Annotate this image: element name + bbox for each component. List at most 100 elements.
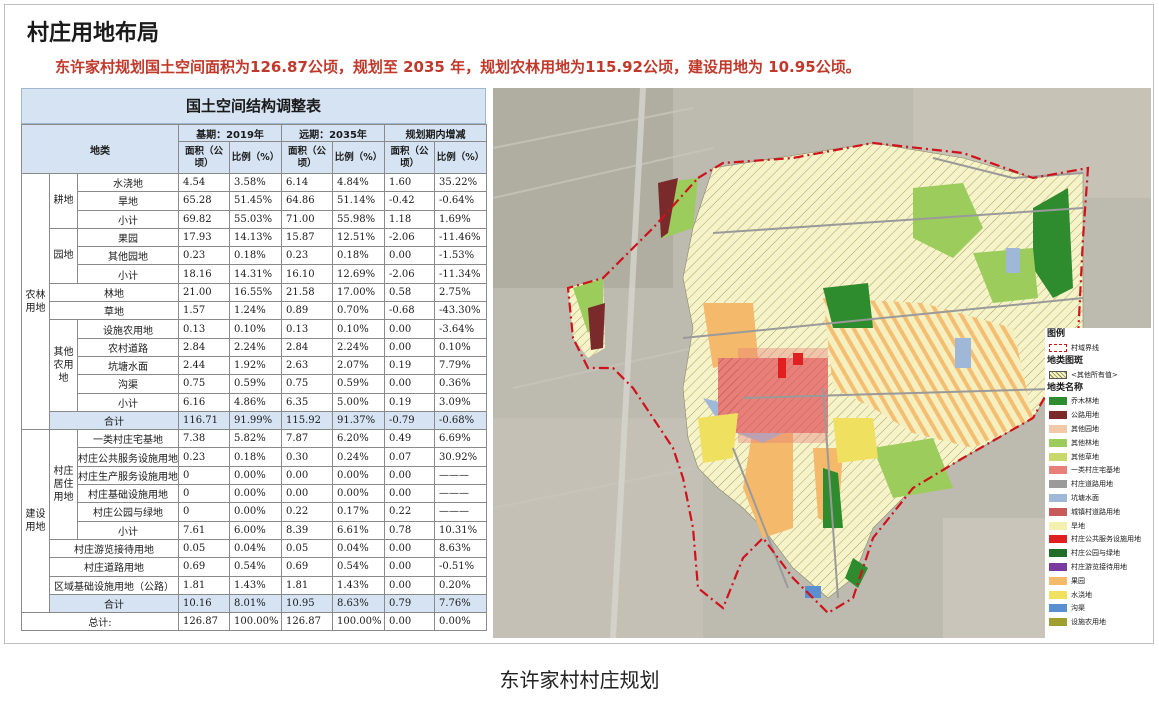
header-ratio: 比例（%）: [434, 141, 487, 174]
header-ratio: 比例（%）: [229, 141, 282, 174]
table-row: 村庄基础设施用地 0 0.00% 0.00 0.00% 0.00 ———: [22, 484, 487, 504]
value-cell: 1.69%: [434, 209, 487, 229]
value-cell: 0.23: [281, 246, 333, 266]
row-name: 农村道路: [77, 337, 179, 357]
table-row: 小计 7.61 6.00% 8.39 6.61% 0.78 10.31%: [22, 520, 487, 540]
value-cell: 6.14: [281, 172, 333, 193]
value-cell: 7.38: [178, 429, 230, 449]
legend-item: 村庄公共服务设施用地: [1045, 533, 1151, 547]
row-name: 沟渠: [77, 374, 179, 394]
value-cell: -11.34%: [434, 264, 487, 284]
legend-label: 其他林地: [1071, 438, 1099, 447]
legend-label: 设施农用地: [1071, 618, 1106, 627]
row-name: 水浇地: [77, 172, 179, 193]
legend-boundary: 村域界线: [1045, 341, 1151, 355]
table-row: 农林用地 耕地 水浇地 4.54 3.58% 6.14 4.84% 1.60 35.22%: [21, 172, 487, 431]
table-title: 国土空间结构调整表: [21, 88, 486, 124]
value-cell: 65.28: [178, 191, 230, 211]
value-cell: 2.24%: [332, 337, 385, 357]
value-cell: 8.01%: [229, 593, 282, 614]
legend-swatch: [1049, 425, 1067, 434]
value-cell: 0.58: [384, 282, 435, 303]
value-cell: ———: [434, 484, 487, 504]
table-row: 村庄公园与绿地 0 0.00% 0.22 0.17% 0.22 ———: [22, 502, 487, 522]
value-cell: 10.16: [178, 593, 230, 614]
value-cell: 17.93: [178, 227, 230, 248]
value-cell: 0.00: [384, 337, 435, 357]
value-cell: 0: [178, 502, 230, 522]
table-row: 总计: 126.87 100.00% 126.87 100.00% 0.00 0.00%: [21, 612, 487, 632]
table-row: 村庄公共服务设施用地 0.23 0.18% 0.30 0.24% 0.07 30.92%: [22, 447, 487, 467]
legend-swatch: [1049, 535, 1067, 544]
category-cell: 村庄居住用地: [49, 429, 78, 540]
value-cell: 4.84%: [332, 172, 385, 193]
legend-swatch: [1049, 494, 1067, 503]
legend-item: 村庄道路用地: [1045, 477, 1151, 491]
value-cell: 0.05: [281, 538, 333, 559]
value-cell: 0.54%: [332, 557, 385, 577]
value-cell: 0.24%: [332, 447, 385, 467]
value-cell: 1.92%: [229, 355, 282, 376]
value-cell: 55.98%: [332, 209, 385, 229]
legend-swatch: [1049, 507, 1067, 516]
legend-swatch: [1049, 521, 1067, 530]
boundary-swatch: [1049, 343, 1067, 352]
row-name: 区域基础设施用地（公路）: [49, 575, 179, 595]
table-row: 合计 10.16 8.01% 10.95 8.63% 0.79 7.76%: [22, 593, 487, 614]
category-cell: 耕地: [49, 173, 78, 229]
value-cell: 2.84: [178, 337, 230, 357]
header-area: 面积（公顷）: [384, 141, 435, 174]
table-row: 小计 18.16 14.31% 16.10 12.69% -2.06 -11.34%: [22, 264, 487, 284]
value-cell: 2.07%: [332, 355, 385, 376]
value-cell: 51.14%: [332, 191, 385, 211]
header-change: 规划期内增减: [384, 124, 487, 142]
land-use-map: [493, 88, 1151, 638]
value-cell: 1.43%: [229, 575, 282, 595]
value-cell: -0.68: [384, 301, 435, 321]
legend-ownership-title: 地类图斑: [1047, 355, 1084, 366]
value-cell: 0: [178, 465, 230, 486]
legend-label: 沟渠: [1071, 604, 1085, 613]
value-cell: 0.13: [178, 319, 230, 339]
value-cell: 6.16: [178, 392, 230, 412]
legend-label: 城镇村道路用地: [1071, 507, 1120, 516]
value-cell: 100.00%: [332, 612, 385, 632]
legend-label: 村庄游览接待用地: [1071, 563, 1127, 572]
value-cell: 6.69%: [434, 429, 487, 449]
value-cell: 0.19: [384, 355, 435, 376]
value-cell: 0.07: [384, 447, 435, 467]
header-category: 地类: [21, 124, 179, 174]
legend-item: 村庄公园与绿地: [1045, 546, 1151, 560]
value-cell: 0.00: [384, 538, 435, 559]
legend-label: 村庄公共服务设施用地: [1071, 535, 1141, 544]
value-cell: 0.18%: [332, 246, 385, 266]
value-cell: 12.69%: [332, 264, 385, 284]
legend-item: 城镇村道路用地: [1045, 505, 1151, 519]
value-cell: 2.63: [281, 355, 333, 376]
value-cell: 69.82: [178, 209, 230, 229]
value-cell: 10.31%: [434, 520, 487, 540]
value-cell: 0.05: [178, 538, 230, 559]
value-cell: 15.87: [281, 227, 333, 248]
row-name: 村庄游览接待用地: [49, 538, 179, 559]
value-cell: 4.54: [178, 172, 230, 193]
value-cell: 51.45%: [229, 191, 282, 211]
value-cell: 0.49: [384, 429, 435, 449]
value-cell: 30.92%: [434, 447, 487, 467]
value-cell: 5.00%: [332, 392, 385, 412]
value-cell: 0.18%: [229, 246, 282, 266]
legend-item: 其他草地: [1045, 450, 1151, 464]
table-row: 草地 1.57 1.24% 0.89 0.70% -0.68 -43.30%: [22, 301, 487, 321]
value-cell: 6.00%: [229, 520, 282, 540]
value-cell: 0.04%: [332, 538, 385, 559]
value-cell: 1.81: [281, 575, 333, 595]
value-cell: 126.87: [178, 612, 230, 632]
hatch-swatch: [1049, 370, 1067, 379]
category-cell: 建设用地: [21, 429, 50, 614]
value-cell: -0.79: [384, 410, 435, 431]
value-cell: 0.69: [281, 557, 333, 577]
structure-table: 国土空间结构调整表 地类 基期：2019年 远期：2035年 规划期内增减 面积…: [21, 88, 487, 638]
value-cell: ———: [434, 502, 487, 522]
slide-frame: 村庄用地布局 东许家村规划国土空间面积为126.87公顷，规划至 2035 年，…: [4, 4, 1154, 644]
value-cell: 21.00: [178, 282, 230, 303]
